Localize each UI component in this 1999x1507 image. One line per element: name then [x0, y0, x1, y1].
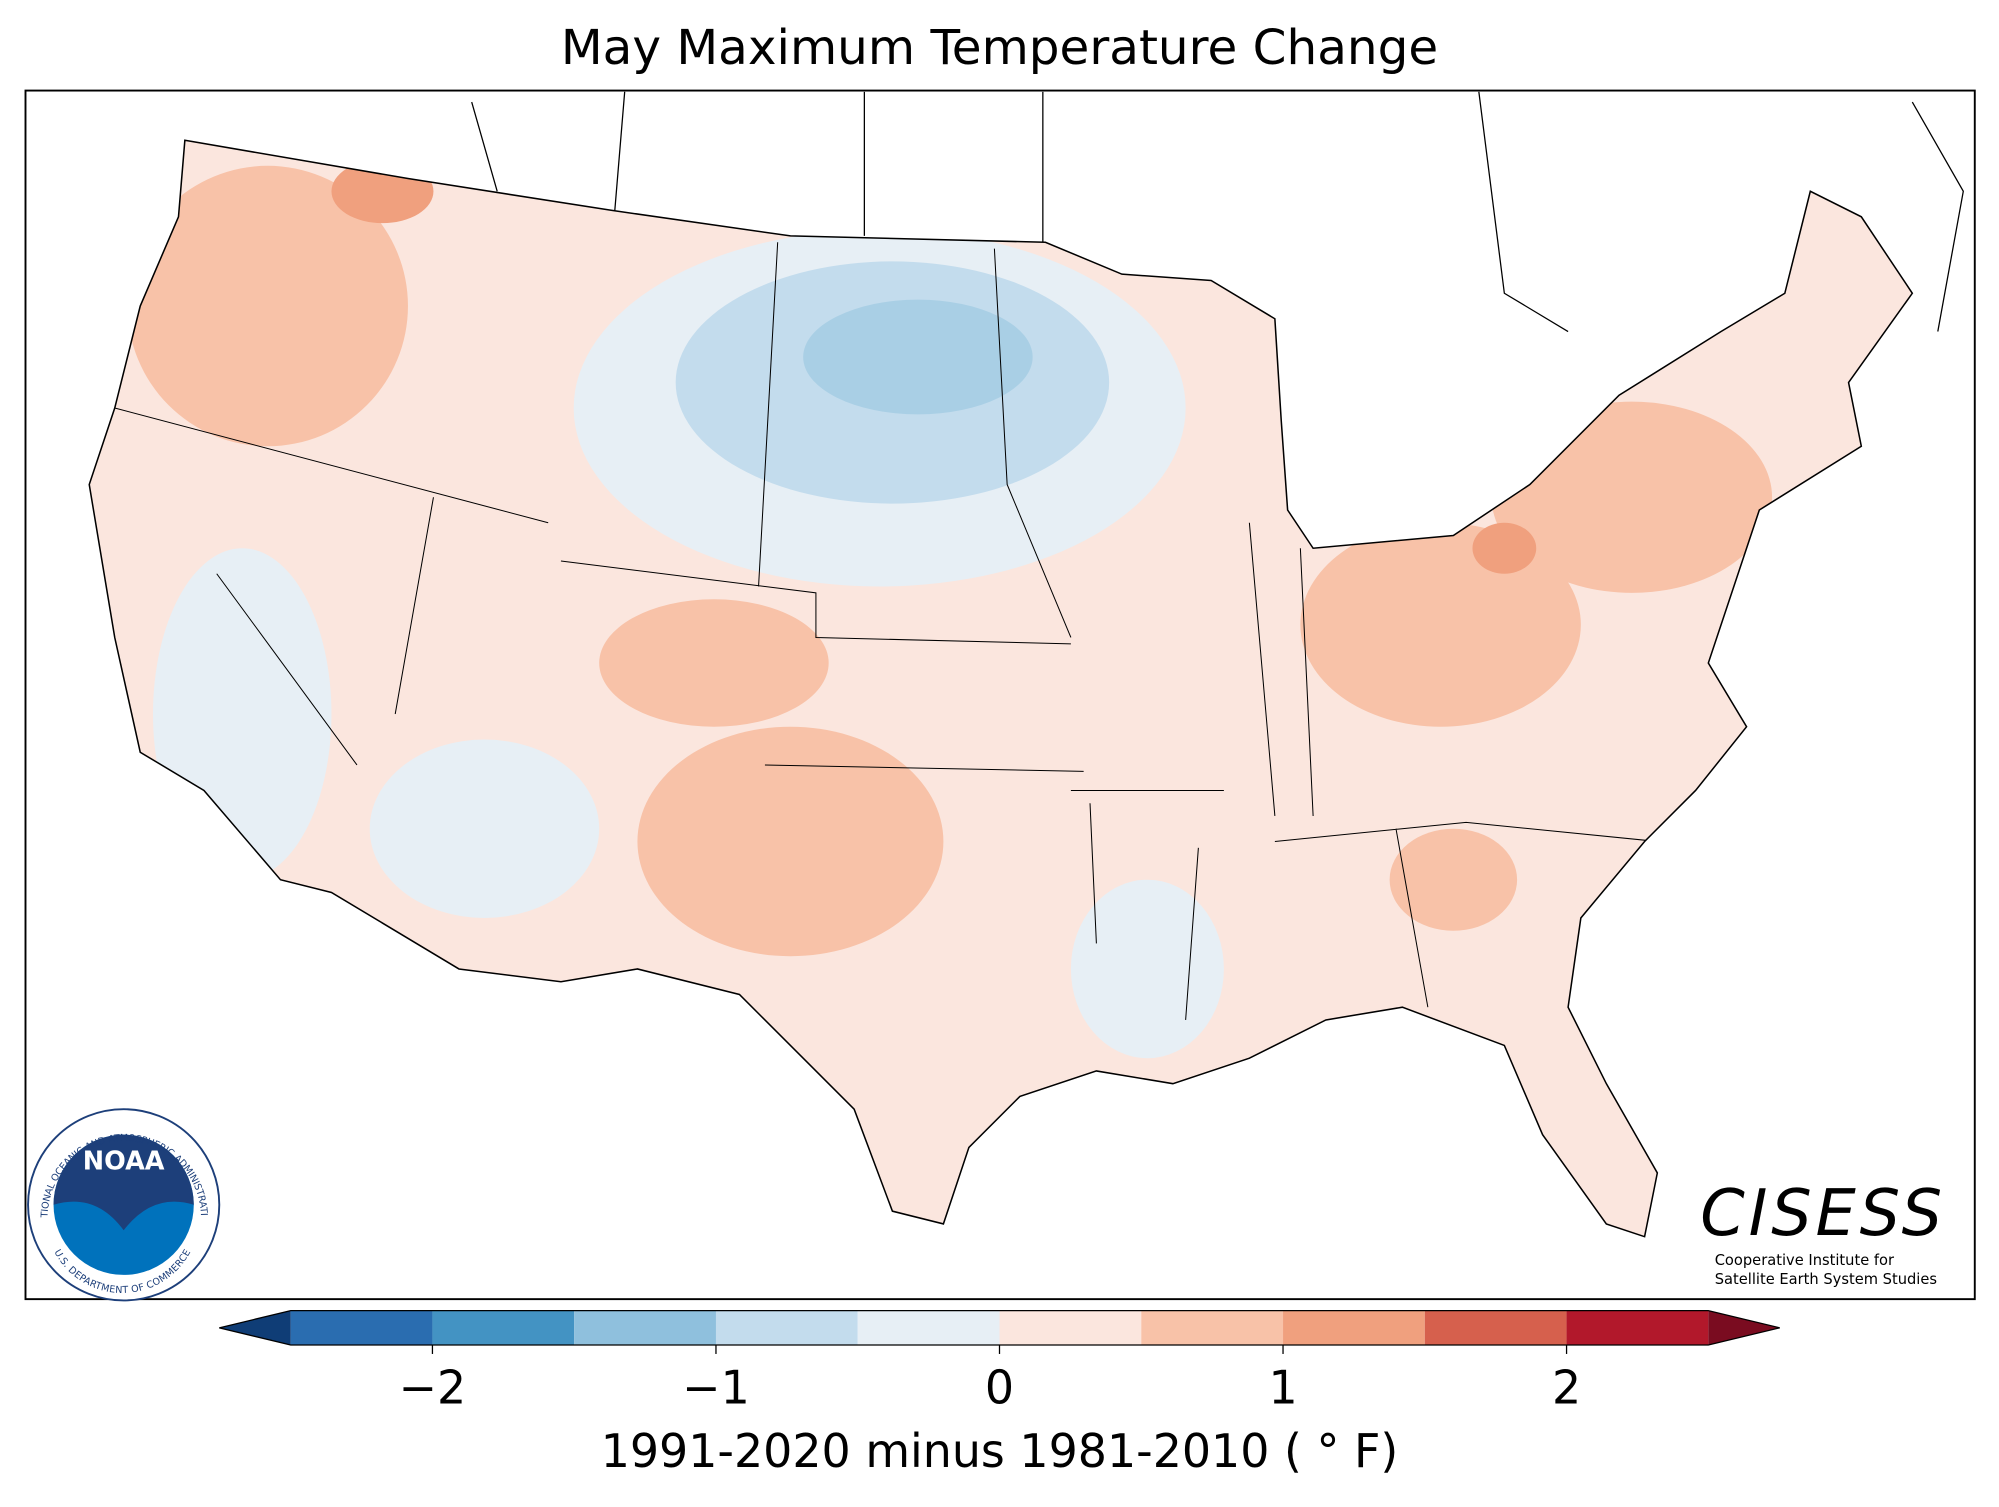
colorbar-bin: [1141, 1310, 1284, 1346]
colorbar-tick-label: −2: [399, 1360, 467, 1414]
noaa-text: NOAA: [83, 1147, 165, 1177]
colorbar-bin: [857, 1310, 1000, 1346]
map: [24, 89, 1976, 1301]
cisess-logo: CISESS Cooperative Institute for Satelli…: [1700, 1177, 1946, 1288]
colorbar-bin: [1283, 1310, 1425, 1346]
colorbar-bin: [715, 1310, 858, 1346]
colorbar-tick-label: −1: [682, 1360, 750, 1414]
borders: [471, 91, 1964, 333]
colorbar-tick-label: 0: [985, 1360, 1014, 1414]
colorbar-tick-label: 2: [1552, 1360, 1581, 1414]
colorbar-over: [1708, 1310, 1780, 1346]
colorbar: −2 −1 0 1 2: [219, 1309, 1780, 1414]
colorbar-under: [219, 1310, 291, 1346]
colorbar-bin: [1566, 1310, 1709, 1346]
colorbar-bin: [290, 1310, 433, 1346]
colorbar-bin: [999, 1310, 1142, 1346]
cisess-line: Cooperative Institute for: [1715, 1252, 1895, 1269]
colorbar-bin: [1424, 1310, 1567, 1346]
title: May Maximum Temperature Change: [561, 20, 1438, 76]
colorbar-bin: [574, 1310, 716, 1346]
colorbar-label: 1991-2020 minus 1981-2010 ( ° F): [601, 1424, 1399, 1478]
colorbar-tick-label: 1: [1268, 1360, 1297, 1414]
cisess-text: CISESS: [1700, 1177, 1946, 1251]
colorbar-outline: [219, 1309, 1780, 1346]
cisess-line: Satellite Earth System Studies: [1715, 1271, 1937, 1288]
colorbar-bin: [432, 1310, 575, 1346]
state-lines: [114, 242, 1658, 1020]
